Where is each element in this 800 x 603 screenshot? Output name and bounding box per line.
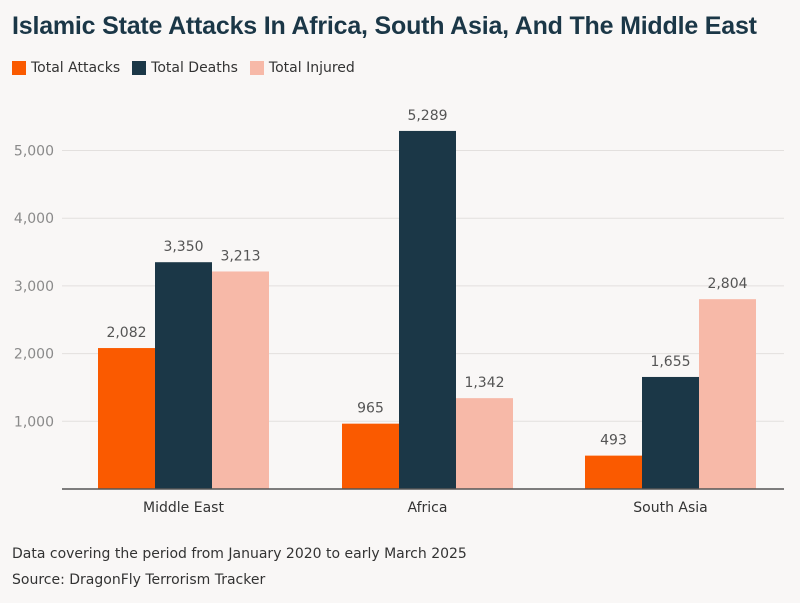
data-label-total-deaths-south-asia: 1,655: [650, 354, 690, 370]
legend-item-total-deaths: Total Deaths: [132, 60, 238, 76]
bar-total-deaths-africa: [399, 130, 456, 489]
x-tick-label-middle-east: Middle East: [143, 500, 224, 516]
y-tick-label-4000: 4,000: [14, 211, 54, 227]
legend-swatch-total-attacks: [12, 61, 26, 75]
data-label-total-injured-middle-east: 3,213: [220, 248, 260, 264]
legend-swatch-total-injured: [249, 61, 264, 75]
bar-total-injured-middle-east: [212, 271, 269, 489]
data-label-total-attacks-africa: 965: [357, 401, 384, 417]
bar-total-attacks-south-asia: [585, 455, 642, 489]
y-tick-label-3000: 3,000: [14, 279, 54, 295]
y-tick-label-1000: 1,000: [14, 414, 54, 430]
data-label-total-injured-south-asia: 2,804: [707, 276, 747, 292]
bar-total-deaths-middle-east: [155, 262, 212, 489]
bar-total-deaths-south-asia: [642, 376, 699, 489]
chart-title: Islamic State Attacks In Africa, South A…: [12, 12, 757, 40]
data-label-total-injured-africa: 1,342: [464, 375, 504, 391]
legend-label-total-attacks: Total Attacks: [31, 60, 121, 76]
data-label-total-attacks-middle-east: 2,082: [106, 325, 146, 341]
bar-chart: 1,000 2,000 3,000 4,000 5,000 2,082 3,350 3,213…: [14, 108, 784, 516]
legend-item-total-attacks: Total Attacks: [12, 60, 120, 76]
footnote-coverage: Data covering the period from January 20…: [12, 546, 467, 562]
data-label-total-deaths-middle-east: 3,350: [163, 239, 203, 255]
y-tick-label-2000: 2,000: [14, 347, 54, 363]
bar-total-attacks-middle-east: [98, 348, 155, 489]
bar-total-attacks-africa: [342, 423, 399, 489]
legend-item-total-injured: Total Injured: [249, 60, 355, 76]
legend: Total Attacks Total Deaths Total Injured: [12, 60, 367, 76]
x-tick-label-south-asia: South Asia: [633, 500, 707, 516]
bar-total-injured-africa: [456, 398, 513, 489]
legend-swatch-total-deaths: [132, 61, 147, 75]
footnote-source: Source: DragonFly Terrorism Tracker: [12, 572, 266, 588]
legend-label-total-deaths: Total Deaths: [151, 60, 238, 76]
bar-total-injured-south-asia: [699, 299, 756, 489]
data-label-total-attacks-south-asia: 493: [600, 433, 627, 449]
legend-label-total-injured: Total Injured: [268, 60, 355, 76]
data-label-total-deaths-africa: 5,289: [407, 108, 447, 124]
y-tick-label-5000: 5,000: [14, 144, 54, 160]
x-tick-label-africa: Africa: [408, 500, 448, 516]
